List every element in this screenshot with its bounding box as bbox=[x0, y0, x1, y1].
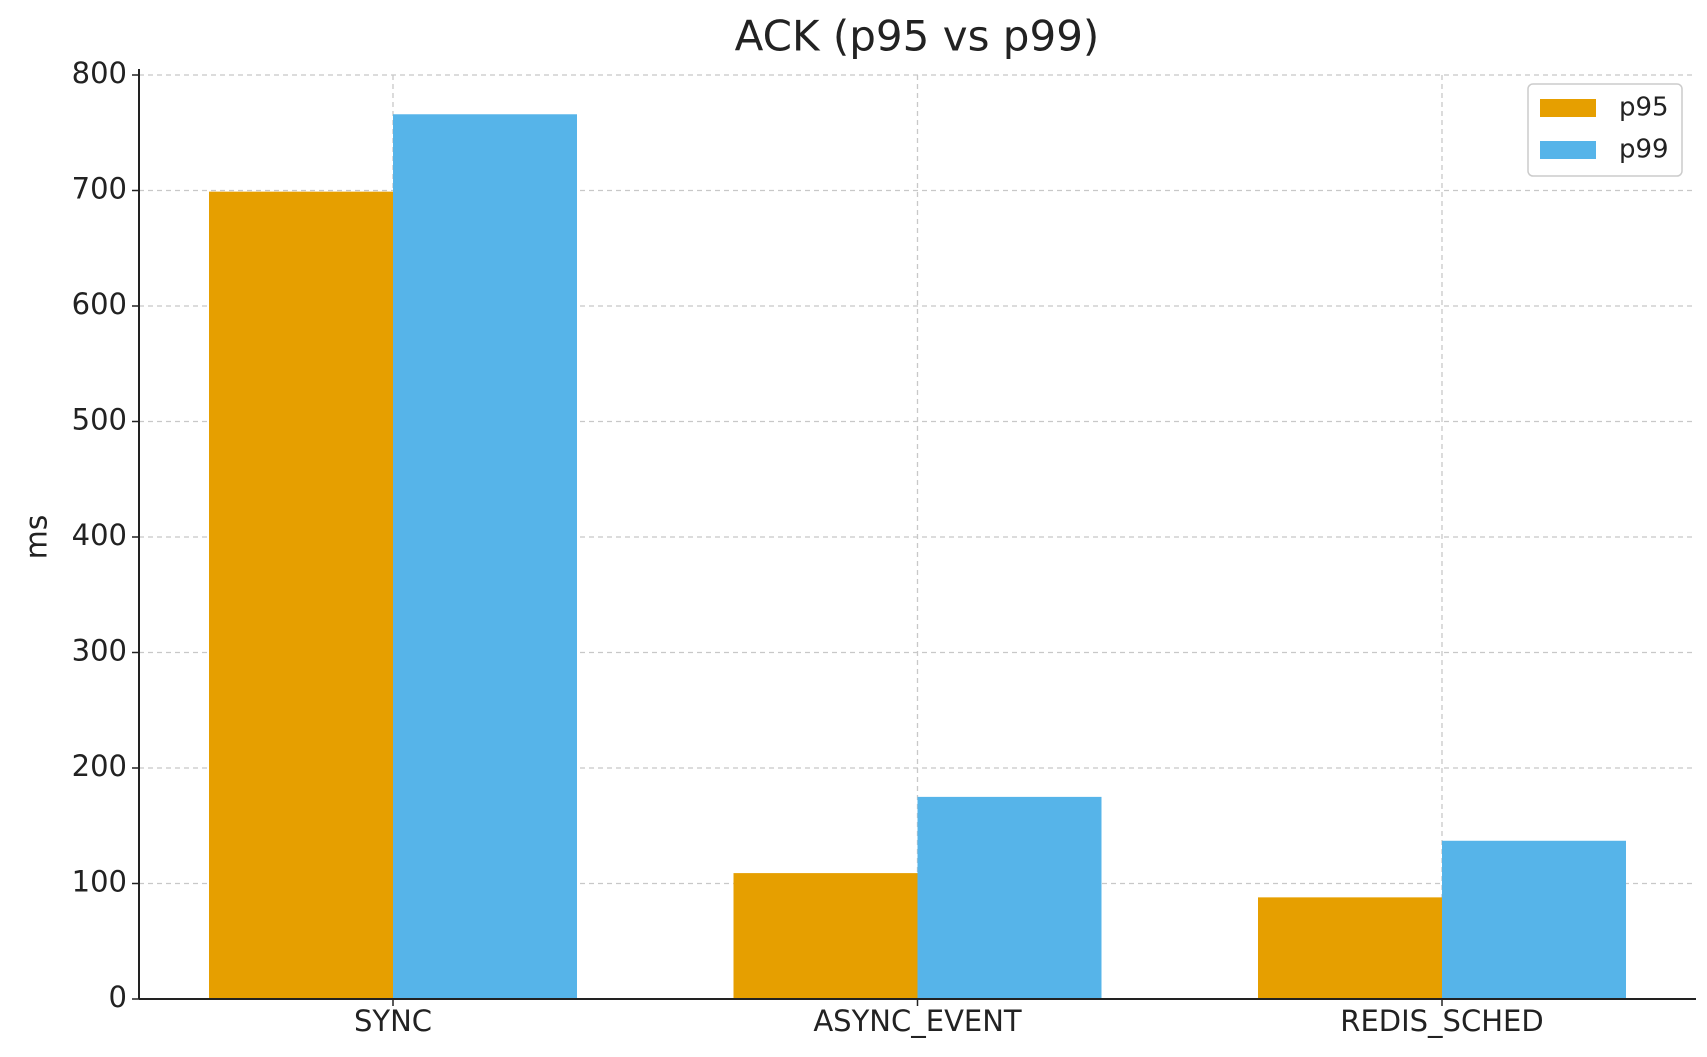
y-tick-label: 500 bbox=[72, 403, 127, 437]
bar bbox=[1442, 840, 1626, 999]
y-tick-label: 200 bbox=[72, 749, 127, 783]
legend-swatch bbox=[1540, 99, 1596, 117]
y-tick-label: 700 bbox=[72, 172, 127, 206]
y-axis-label: ms bbox=[20, 515, 55, 560]
y-tick-label: 100 bbox=[72, 865, 127, 899]
legend-label: p99 bbox=[1619, 135, 1669, 165]
x-tick-label: SYNC bbox=[354, 1004, 432, 1038]
legend-label: p95 bbox=[1619, 93, 1669, 123]
chart-title: ACK (p95 vs p99) bbox=[735, 12, 1100, 61]
y-tick-label: 400 bbox=[72, 518, 127, 552]
y-tick-label: 600 bbox=[72, 287, 127, 321]
x-tick-label: REDIS_SCHED bbox=[1340, 1004, 1543, 1038]
bar bbox=[917, 796, 1102, 999]
y-tick-label: 800 bbox=[72, 56, 127, 90]
legend-swatch bbox=[1540, 141, 1596, 159]
bar bbox=[1258, 897, 1442, 999]
y-tick-label: 0 bbox=[109, 980, 127, 1014]
y-tick-label: 300 bbox=[72, 634, 127, 668]
bar bbox=[209, 191, 393, 999]
x-tick-label: ASYNC_EVENT bbox=[813, 1004, 1022, 1038]
bar bbox=[733, 873, 918, 999]
bar bbox=[393, 114, 577, 999]
